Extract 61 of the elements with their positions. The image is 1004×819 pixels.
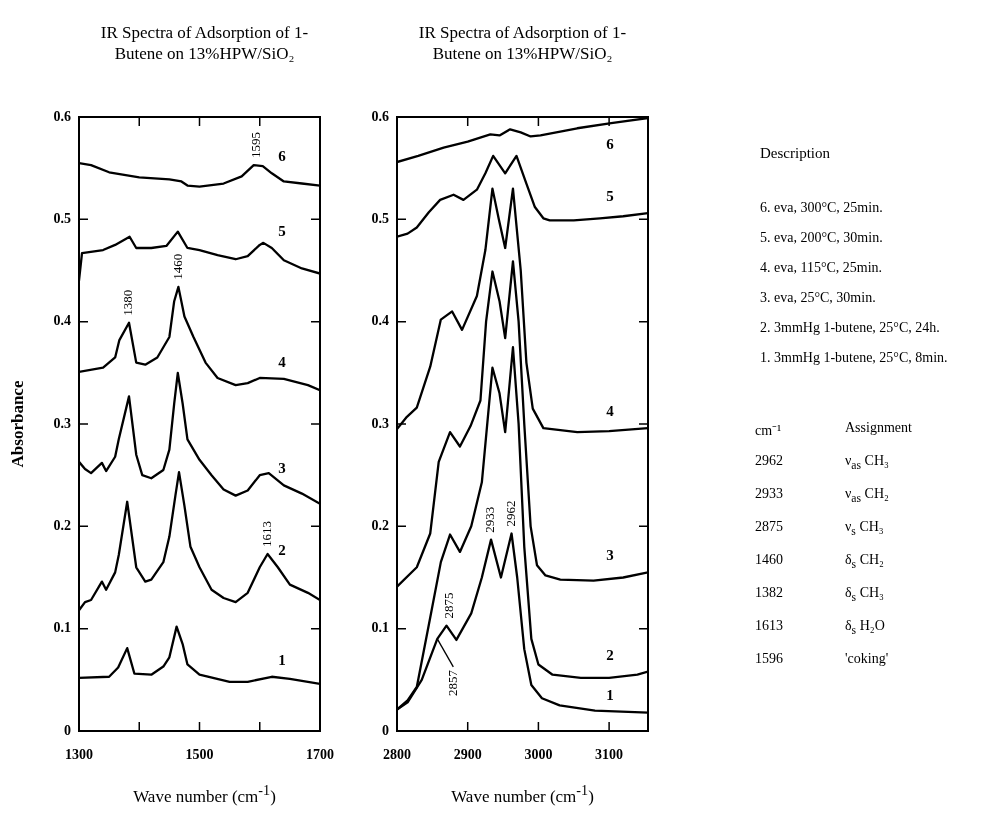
y-tick-label: 0.4 [53, 313, 71, 329]
x-tick-label: 2800 [383, 747, 411, 763]
y-tick-label: 0.3 [371, 415, 389, 431]
series-label: 3 [606, 547, 614, 564]
series-label: 1 [606, 687, 614, 704]
x-tick-label: 1500 [185, 747, 214, 763]
y-tick-label: 0.6 [53, 108, 71, 124]
y-axis-title: Absorbance [7, 380, 28, 468]
text: 2933 ν$_{as}$ CH₂ [755, 486, 889, 505]
y-tick-label: 0.3 [53, 415, 71, 431]
annotation: 2962 [502, 500, 518, 527]
text: 2. 3mmHg 1-butene, 25°C, 24h. [760, 320, 940, 336]
annotation: 1380 [120, 289, 136, 316]
x-tick-label: 1300 [65, 747, 93, 763]
text: cm⁻¹ Assignment [755, 420, 912, 438]
text: 4. eva, 115°C, 25min. [760, 260, 883, 276]
series-label: 6 [278, 148, 287, 165]
y-tick-label: 0.2 [371, 517, 389, 533]
x-axis-title: Wave number (cm$^{-1}$) [450, 782, 595, 807]
series-label: 4 [278, 353, 287, 370]
text: 1382 δ$_{s}$ CH₃ [755, 585, 884, 604]
series-label: 1 [278, 651, 286, 668]
y-tick-label: 0 [64, 722, 71, 738]
annotation: 2875 [441, 592, 457, 619]
text: 3. eva, 25°C, 30min. [760, 290, 876, 306]
series-label: 5 [278, 222, 286, 239]
series-label: 2 [606, 646, 614, 663]
text: Description [760, 145, 830, 162]
legend-label: 6 [606, 136, 615, 153]
y-tick-label: 0.1 [53, 620, 71, 636]
series-label: 2 [278, 542, 286, 559]
text: 5. eva, 200°C, 30min. [760, 230, 883, 246]
x-tick-label: 3000 [524, 747, 553, 763]
chart-title: IR Spectra of Adsorption of 1-Butene on 13%HPW/SiO₂ [417, 22, 628, 64]
y-tick-label: 0.5 [371, 210, 389, 226]
annotation: 1460 [169, 253, 185, 280]
text: 2875 ν$_{s}$ CH₃ [755, 519, 884, 538]
y-tick-label: 0.2 [53, 517, 71, 533]
text: 1596 'coking' [755, 651, 889, 666]
y-tick-label: 0.1 [371, 620, 389, 636]
x-tick-label: 1700 [306, 747, 334, 763]
y-tick-label: 0.6 [371, 108, 389, 124]
annotation: 2933 [482, 506, 498, 533]
series-label: 5 [606, 188, 614, 205]
text: 1460 δ$_{s}$ CH₂ [755, 552, 884, 571]
x-tick-label: 2900 [453, 747, 482, 763]
text: 6. eva, 300°C, 25min. [760, 200, 883, 216]
chart-title: IR Spectra of Adsorption of 1-Butene on 13%HPW/SiO₂ [99, 22, 310, 64]
text: 1613 δ$_{s}$ H₂O [755, 618, 885, 637]
y-tick-label: 0 [382, 722, 389, 738]
text: 2962 ν$_{as}$ CH₃ [755, 453, 889, 472]
x-axis-title: Wave number (cm$^{-1}$) [132, 782, 277, 807]
y-tick-label: 0.4 [371, 313, 389, 329]
annotation: 1595 [248, 132, 264, 159]
text: 1. 3mmHg 1-butene, 25°C, 8min. [760, 350, 948, 366]
x-tick-label: 3100 [595, 747, 624, 763]
annotation: 2857 [444, 669, 460, 696]
annotation: 1613 [259, 520, 274, 547]
series-label: 3 [278, 460, 286, 477]
series-label: 4 [606, 402, 615, 419]
y-tick-label: 0.5 [53, 210, 71, 226]
